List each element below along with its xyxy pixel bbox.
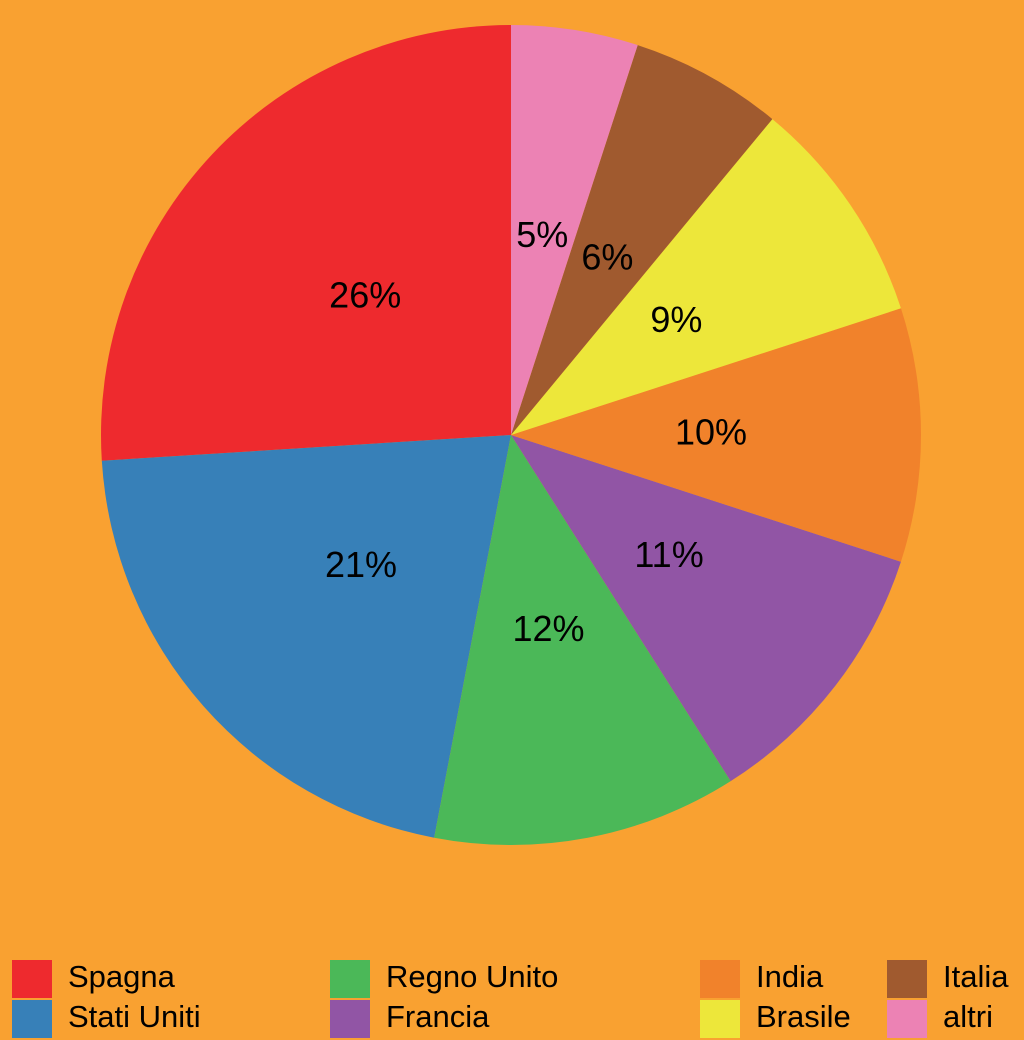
slice-label: 21%: [325, 544, 397, 585]
legend-label: Regno Unito: [386, 959, 558, 994]
legend-swatch: [700, 1000, 740, 1038]
legend-label: Spagna: [68, 959, 176, 994]
legend-label: altri: [943, 999, 993, 1034]
slice-label: 11%: [634, 534, 703, 575]
pie-slice: [100, 25, 511, 461]
legend-swatch: [12, 1000, 52, 1038]
slice-label: 6%: [581, 236, 633, 277]
legend-swatch: [330, 960, 370, 998]
legend-swatch: [12, 960, 52, 998]
pie-slice: [511, 119, 901, 435]
pie-slice: [434, 435, 731, 845]
pie-slice: [101, 435, 511, 838]
legend-label: Italia: [943, 959, 1009, 994]
legend-label: Stati Uniti: [68, 999, 201, 1034]
pie-slice: [511, 435, 901, 782]
slice-label: 10%: [675, 412, 747, 453]
pie-slice: [511, 308, 921, 562]
legend-label: India: [756, 959, 824, 994]
legend-swatch: [887, 960, 927, 998]
legend-swatch: [887, 1000, 927, 1038]
pie-slice: [511, 25, 638, 435]
legend-label: Brasile: [756, 999, 851, 1034]
legend-swatch: [700, 960, 740, 998]
legend-swatch: [330, 1000, 370, 1038]
pie-slice: [511, 45, 773, 435]
slice-label: 12%: [512, 608, 584, 649]
slice-label: 26%: [329, 275, 401, 316]
legend-label: Francia: [386, 999, 490, 1034]
slice-label: 5%: [516, 214, 568, 255]
slice-label: 9%: [650, 299, 702, 340]
